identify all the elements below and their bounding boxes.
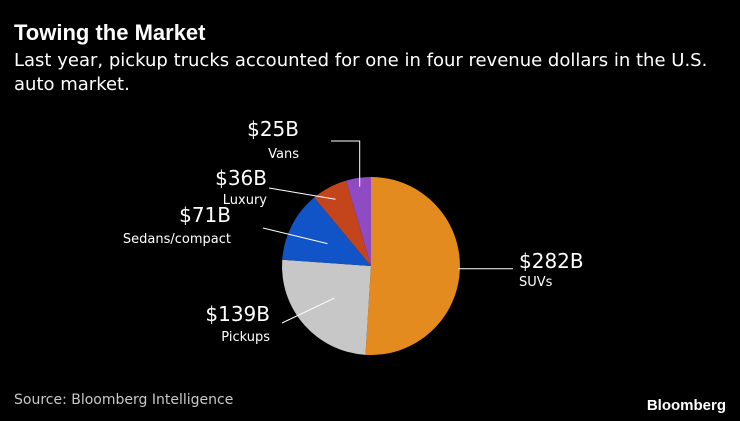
- leader-line-vans: [331, 140, 361, 187]
- leader-line-luxury: [268, 187, 336, 200]
- category-label-luxury: Luxury: [223, 193, 268, 208]
- value-label-pickups: $139B: [205, 302, 270, 326]
- value-label-sedans-compact: $71B: [179, 203, 231, 227]
- value-label-vans: $25B: [247, 117, 299, 141]
- leader-line-pickups: [281, 297, 335, 324]
- category-label-sedans-compact: Sedans/compact: [123, 232, 231, 247]
- value-label-suvs: $282B: [519, 249, 584, 273]
- pie-slice-luxury: [314, 180, 371, 266]
- chart-title: Towing the Market: [14, 20, 206, 45]
- bloomberg-logo: Bloomberg: [646, 397, 726, 414]
- chart-subtitle: Last year, pickup trucks accounted for o…: [14, 50, 708, 95]
- pie-slice-pickups: [281, 259, 371, 355]
- pie-slice-suvs: [365, 177, 460, 355]
- leader-line-sedans-compact: [262, 227, 328, 245]
- category-label-pickups: Pickups: [221, 330, 270, 345]
- pie-slice-sedans-compact: [282, 197, 371, 266]
- source-note: Source: Bloomberg Intelligence: [14, 392, 234, 408]
- pie-slice-vans: [346, 177, 371, 266]
- value-label-luxury: $36B: [215, 166, 267, 190]
- category-label-suvs: SUVs: [519, 275, 553, 290]
- category-label-vans: Vans: [268, 147, 299, 162]
